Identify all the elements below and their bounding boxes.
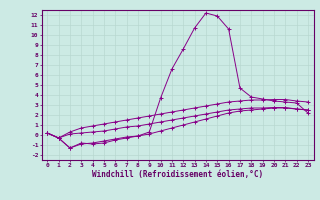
X-axis label: Windchill (Refroidissement éolien,°C): Windchill (Refroidissement éolien,°C) bbox=[92, 170, 263, 179]
